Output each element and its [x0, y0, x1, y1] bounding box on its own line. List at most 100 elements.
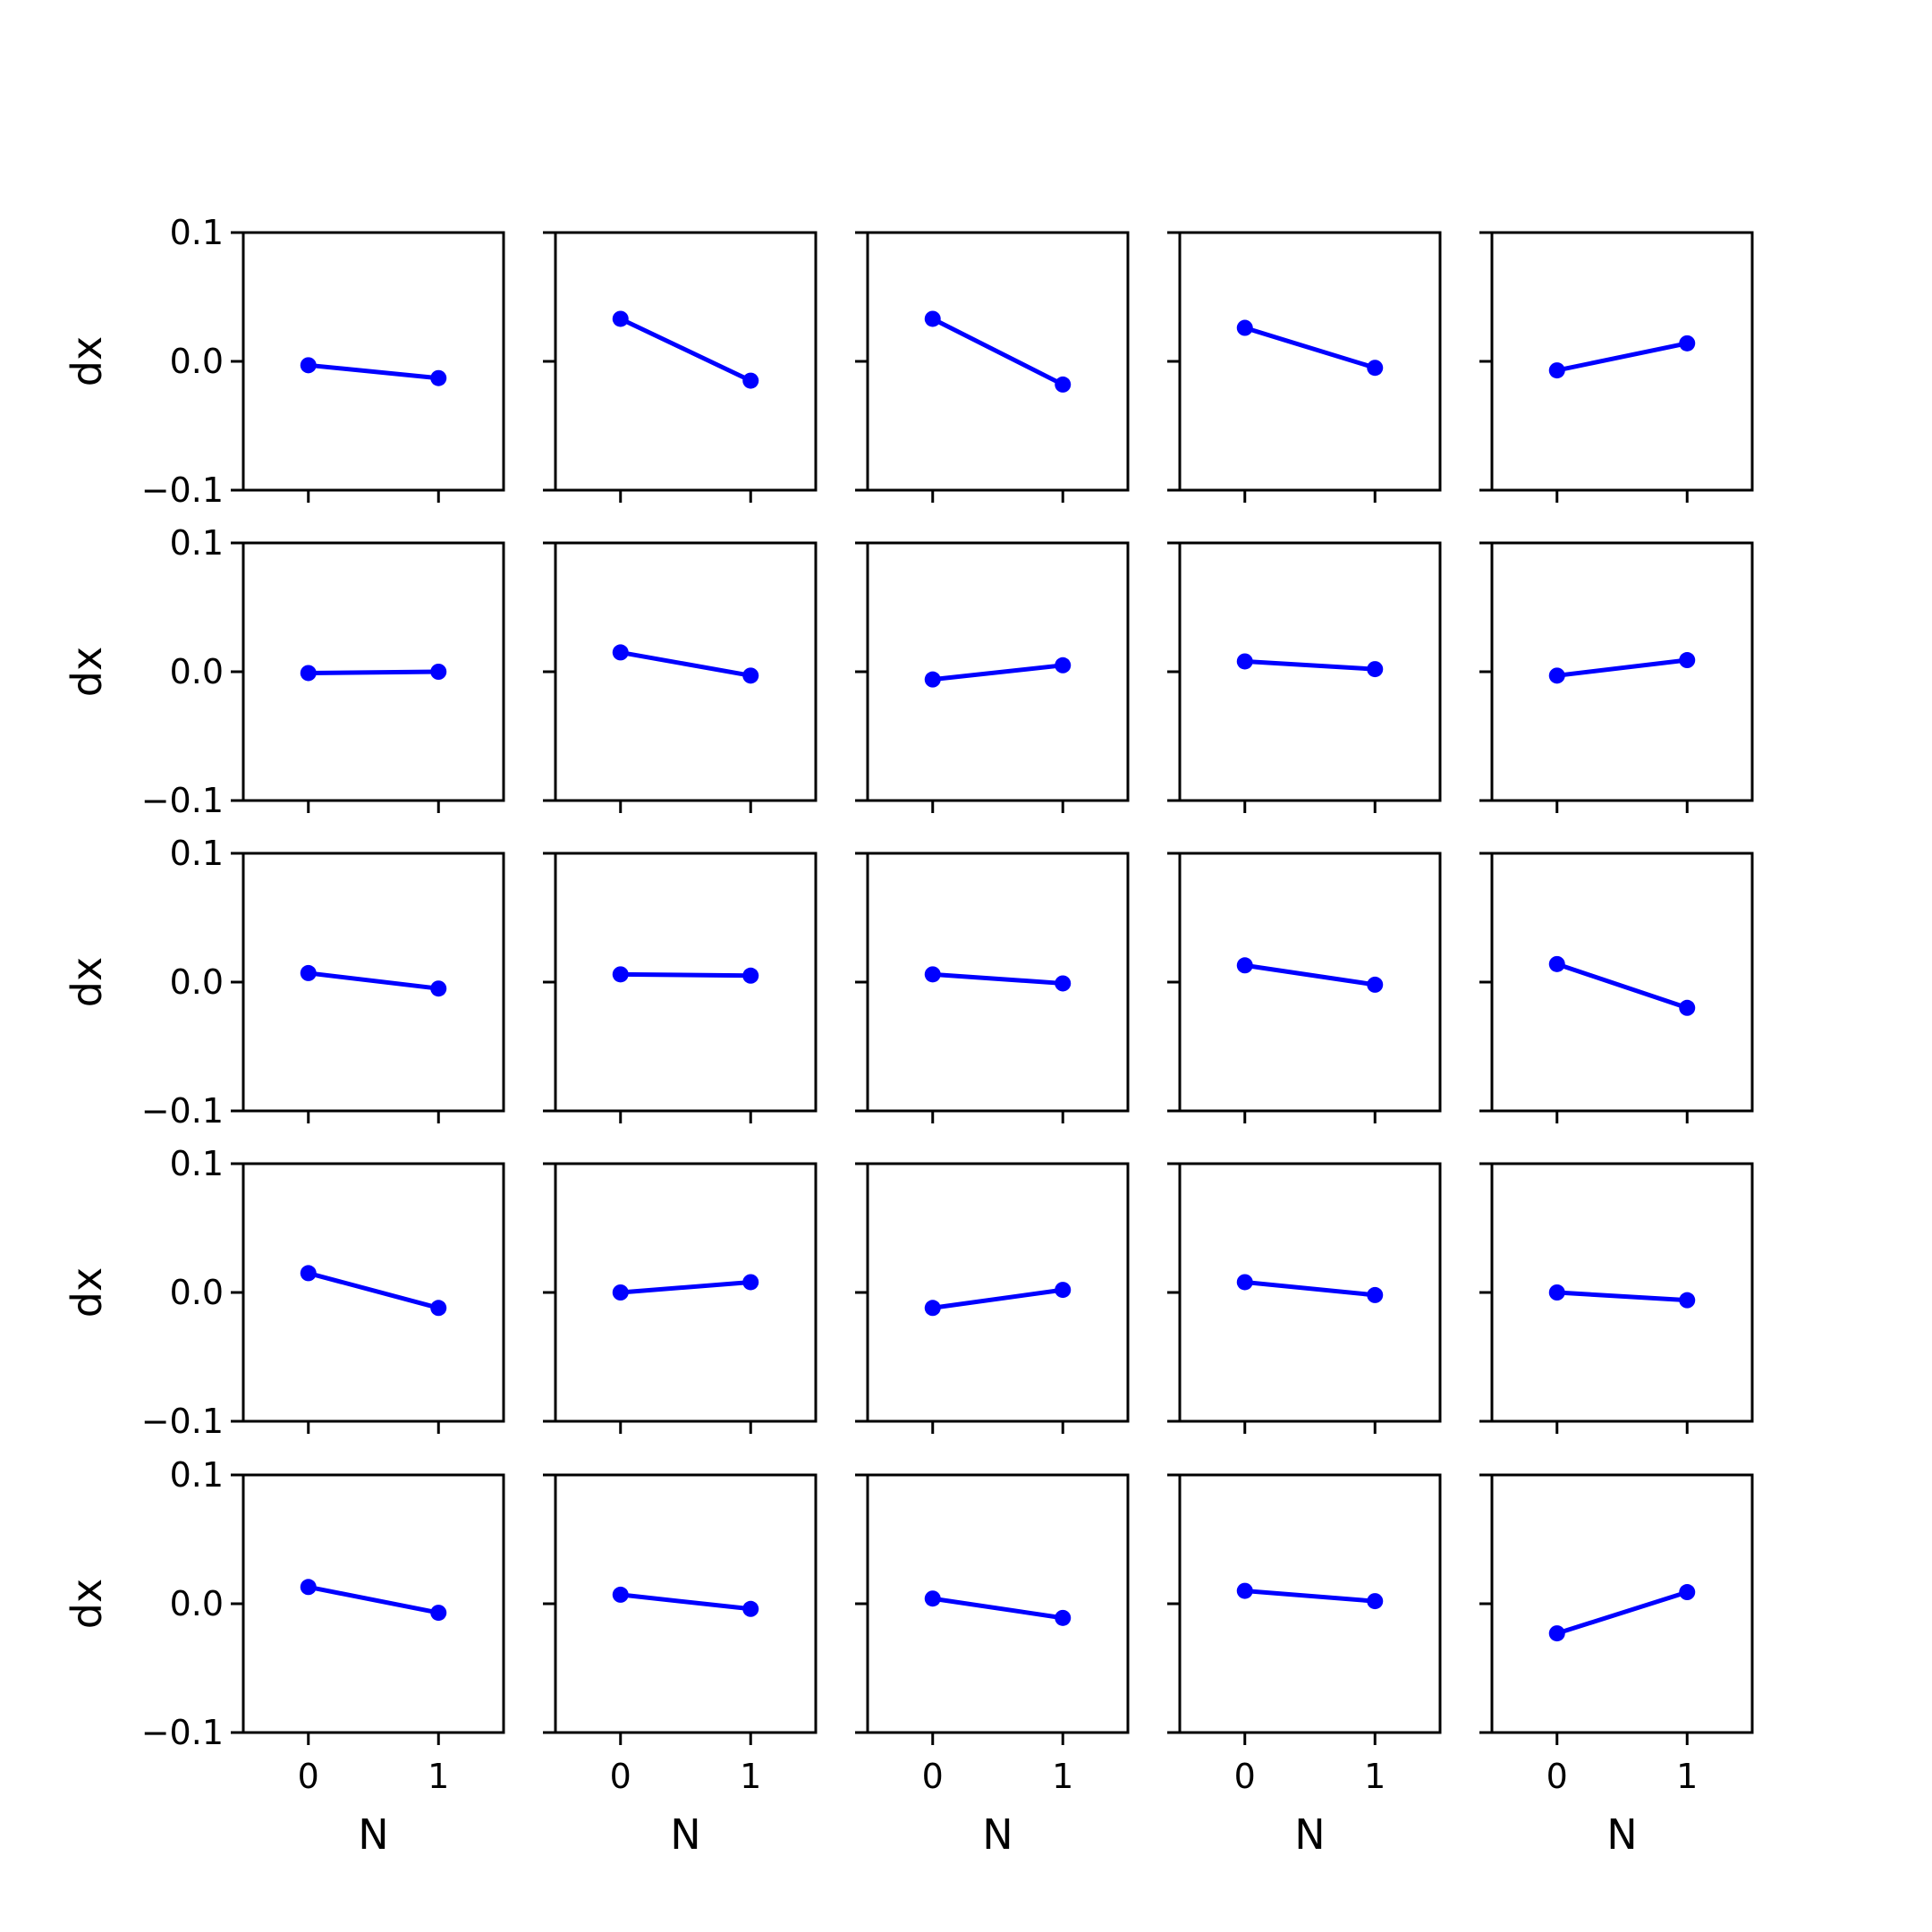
- x-tick-label: 1: [1052, 1757, 1073, 1796]
- data-point: [924, 966, 941, 983]
- data-point: [924, 1300, 941, 1317]
- y-tick-label: 0.0: [170, 1273, 224, 1312]
- data-point: [1367, 976, 1384, 993]
- y-tick-label: 0.1: [170, 523, 224, 563]
- panel-r3-c4: [1479, 1162, 1754, 1434]
- panel-r3-c1: [543, 1162, 818, 1434]
- series-line: [1556, 1290, 1688, 1303]
- panel-r4-c1: 0 1 N: [543, 1473, 818, 1859]
- y-axis-label: dx: [63, 1267, 111, 1318]
- x-axis-label: N: [1294, 1810, 1325, 1859]
- panel-r4-c4: 0 1N: [1479, 1473, 1754, 1859]
- panel-frame: [1178, 231, 1442, 492]
- data-point: [1236, 1274, 1253, 1291]
- data-point: [1055, 376, 1072, 393]
- data-point: [1679, 335, 1696, 352]
- data-point: [300, 1579, 317, 1596]
- data-point: [612, 966, 629, 983]
- data-point: [1055, 657, 1072, 674]
- y-tick-label: 0.1: [170, 213, 224, 252]
- panel-frame: [1490, 1473, 1754, 1734]
- panel-frame: [1178, 1473, 1442, 1734]
- data-point: [1236, 653, 1253, 670]
- series-line: [1555, 1589, 1689, 1636]
- x-tick-label: 1: [1676, 1757, 1698, 1796]
- series-line: [932, 971, 1063, 986]
- y-tick-label: 0.1: [170, 1455, 224, 1495]
- data-point: [430, 1300, 447, 1317]
- x-tick-label: 0: [1546, 1757, 1568, 1796]
- series-line: [619, 317, 752, 383]
- panel-r3-c0: 0.1 0.0 −0.1 dx: [63, 1144, 505, 1441]
- data-point: [742, 667, 759, 684]
- data-point: [1548, 1284, 1565, 1301]
- data-point: [612, 310, 629, 327]
- data-point: [742, 372, 759, 389]
- series-line: [620, 1279, 751, 1295]
- series-line: [932, 663, 1063, 682]
- series-line: [1556, 341, 1688, 373]
- data-point: [1679, 1584, 1696, 1601]
- y-tick-label: 0.0: [170, 1584, 224, 1623]
- panel-frame: [554, 541, 818, 802]
- x-axis-label: N: [358, 1810, 388, 1859]
- data-point: [300, 964, 317, 981]
- panel-frame: [1490, 541, 1754, 802]
- x-tick-label: 0: [1234, 1757, 1256, 1796]
- data-point: [300, 1265, 317, 1282]
- data-point: [1236, 319, 1253, 336]
- y-axis-label: dx: [63, 957, 111, 1007]
- data-point: [924, 671, 941, 688]
- panel-frame: [554, 852, 818, 1113]
- data-point: [1548, 1625, 1565, 1642]
- data-point: [612, 1586, 629, 1603]
- y-axis-label: dx: [63, 1579, 111, 1629]
- x-tick-label: 1: [1364, 1757, 1385, 1796]
- panel-frame: [866, 1473, 1130, 1734]
- series-line: [308, 1584, 439, 1615]
- y-tick-label: −0.1: [141, 1091, 224, 1131]
- y-tick-label: −0.1: [141, 1402, 224, 1441]
- series-line: [620, 971, 751, 979]
- data-point: [1679, 652, 1696, 669]
- panel-frame: [1178, 852, 1442, 1113]
- x-axis-label: N: [982, 1810, 1013, 1859]
- panel-r4-c0: 0.1 0.0 −0.1 0 1 dx N: [63, 1455, 505, 1859]
- panel-frame: [1490, 231, 1754, 492]
- series-line: [1244, 658, 1376, 672]
- panel-r1-c0: 0.1 0.0 −0.1 dx: [63, 523, 505, 820]
- panel-r2-c2: [855, 852, 1130, 1123]
- data-point: [430, 980, 447, 997]
- panel-frame: [242, 1473, 505, 1734]
- series-line: [308, 1270, 439, 1310]
- series-line: [308, 970, 439, 991]
- series-line: [932, 1596, 1063, 1621]
- data-point: [1055, 1609, 1072, 1626]
- panel-frame: [554, 231, 818, 492]
- panel-r2-c1: [543, 852, 818, 1123]
- series-line: [1244, 962, 1376, 987]
- data-point: [430, 369, 447, 386]
- x-axis-label: N: [670, 1810, 700, 1859]
- panel-r2-c4: [1479, 852, 1754, 1123]
- data-point: [1367, 1593, 1384, 1610]
- series-line: [1244, 326, 1376, 370]
- panel-frame: [1490, 1162, 1754, 1423]
- panel-r1-c4: [1479, 541, 1754, 813]
- x-tick-label: 0: [922, 1757, 944, 1796]
- panel-r0-c4: [1479, 231, 1754, 503]
- series-line: [1556, 657, 1688, 678]
- data-point: [1367, 1286, 1384, 1303]
- data-point: [924, 310, 941, 327]
- y-tick-label: 0.0: [170, 652, 224, 691]
- y-tick-label: 0.0: [170, 342, 224, 381]
- data-point: [430, 1605, 447, 1622]
- y-tick-label: 0.0: [170, 962, 224, 1002]
- data-point: [1055, 1282, 1072, 1299]
- panel-r2-c3: [1167, 852, 1442, 1123]
- data-point: [1055, 975, 1072, 992]
- panel-frame: [1178, 1162, 1442, 1423]
- panel-r0-c2: [855, 231, 1130, 503]
- data-point: [430, 664, 447, 680]
